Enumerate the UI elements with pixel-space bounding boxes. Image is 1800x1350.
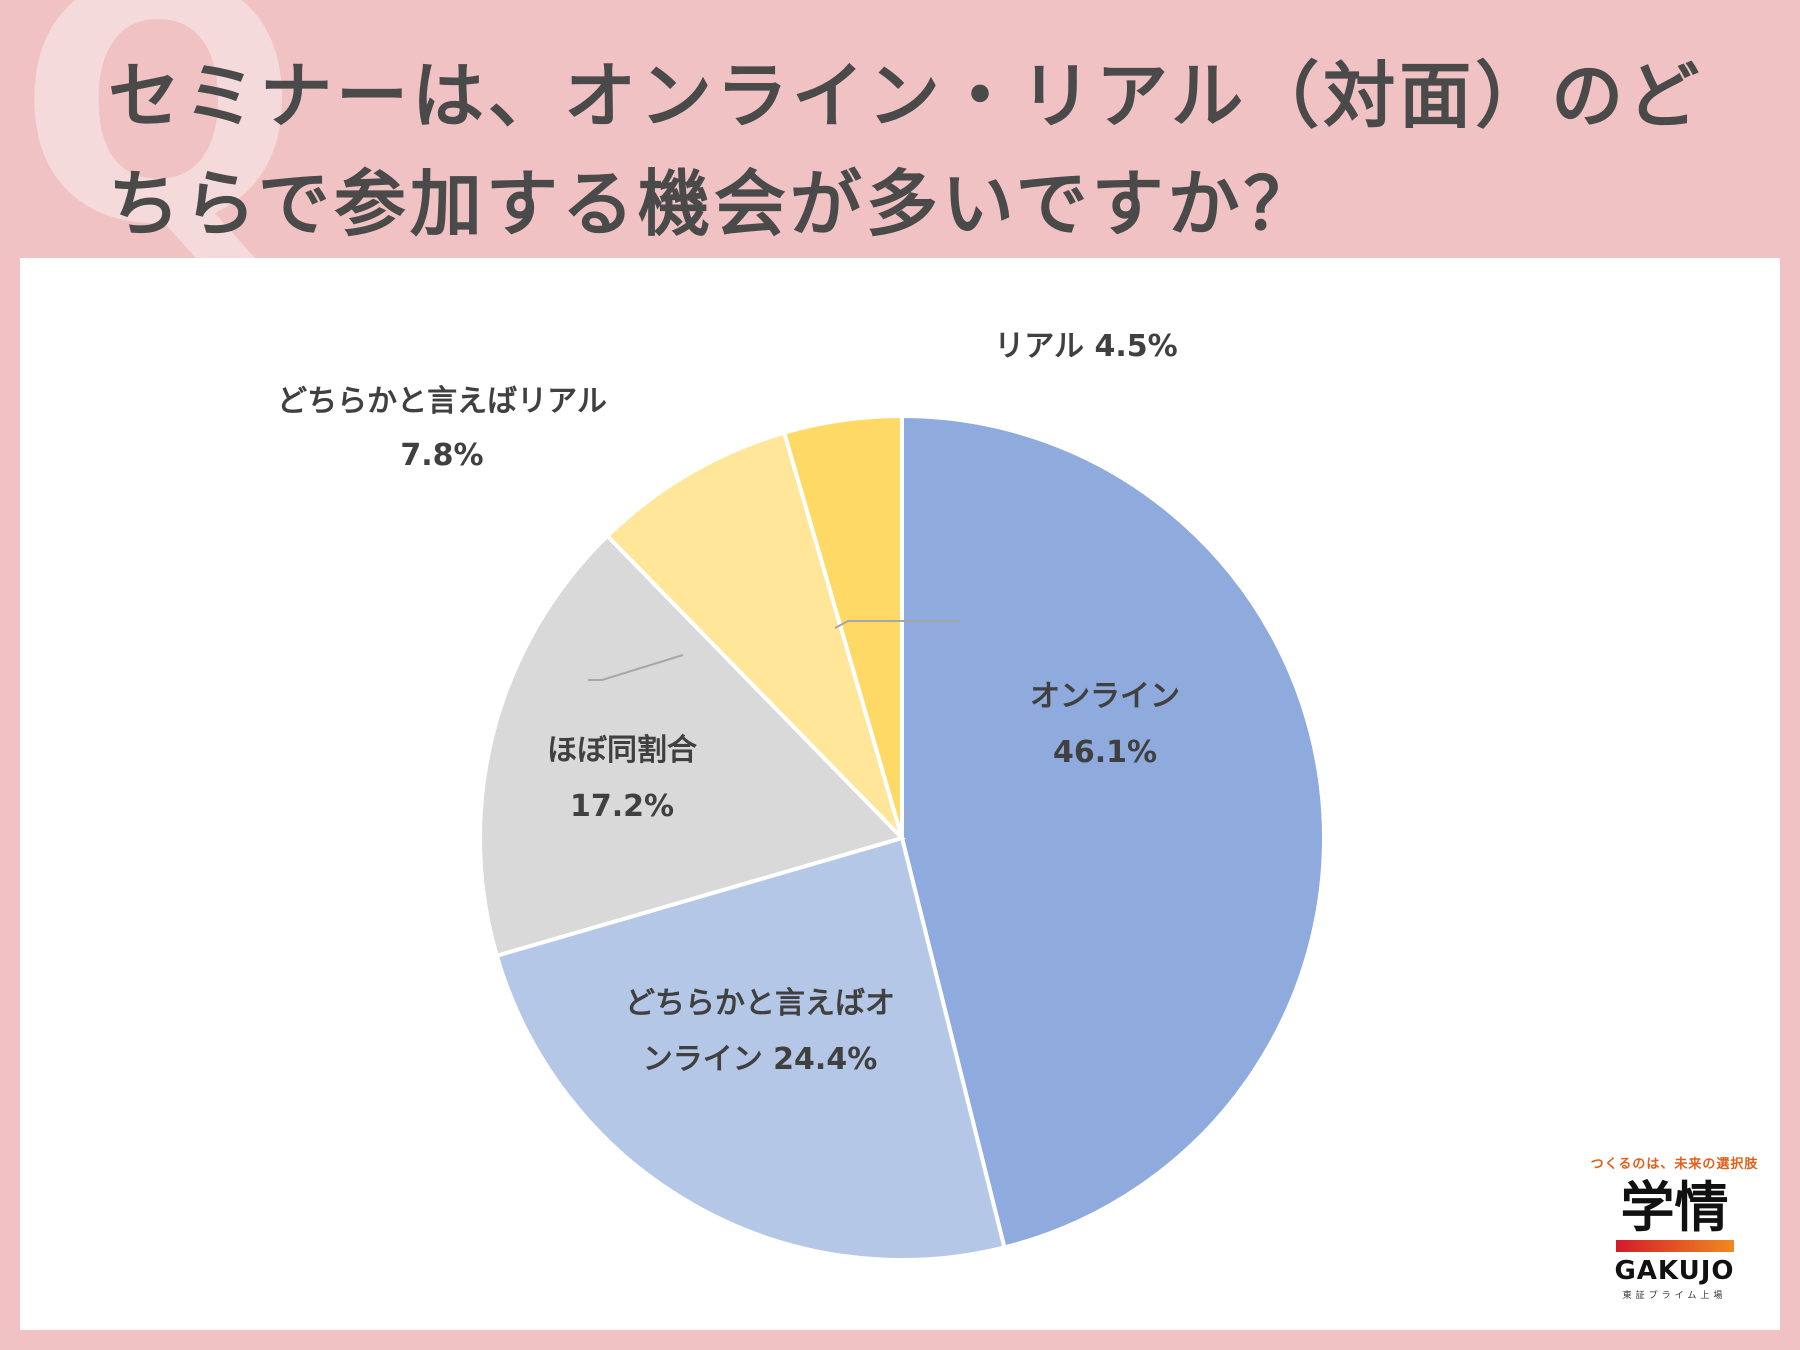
data-label-online: オンライン 46.1% [1030,679,1180,770]
data-label-about-equal: ほぼ同割合 17.2% [547,733,697,824]
pie-slice-about-equal [478,533,906,959]
pie-chart: オンライン 46.1% どちらかと言えばオンライン 24.4% ほぼ同割合 17.2% ど… [277,329,1326,1262]
pie-slice-real [781,413,904,839]
logo-bar [1615,1240,1734,1252]
leader-line-real [834,620,960,629]
page-title: セミナーは、オンライン・リアル（対面）のど ちらで参加する機会が多いですか？ [108,54,1704,246]
logo-brand: GAKUJO [1614,1256,1735,1286]
pie-slice-online [900,413,1326,1250]
data-label-somewhat-online: どちらかと言えばオンライン 24.4% [625,986,895,1077]
logo-kanji: 学情 [1620,1175,1729,1239]
gakujo-logo: つくるのは、未来の選択肢 学情 GAKUJO 東証プライム上場 [1582,1145,1767,1315]
pie-slice-somewhat-online [494,835,1007,1262]
data-label-real: リアル 4.5% [994,329,1177,364]
chart-panel: オンライン 46.1% どちらかと言えばオンライン 24.4% ほぼ同割合 17.2% ど… [20,258,1780,1330]
q-watermark: Q [18,0,299,297]
logo-tagline: つくるのは、未来の選択肢 [1590,1157,1759,1172]
leader-line-somewhat-real [588,654,684,681]
logo-sub: 東証プライム上場 [1622,1291,1727,1301]
pie-slice-somewhat-real [604,430,904,840]
data-label-somewhat-real: どちらかと言えばリアル 7.8% [277,384,607,473]
